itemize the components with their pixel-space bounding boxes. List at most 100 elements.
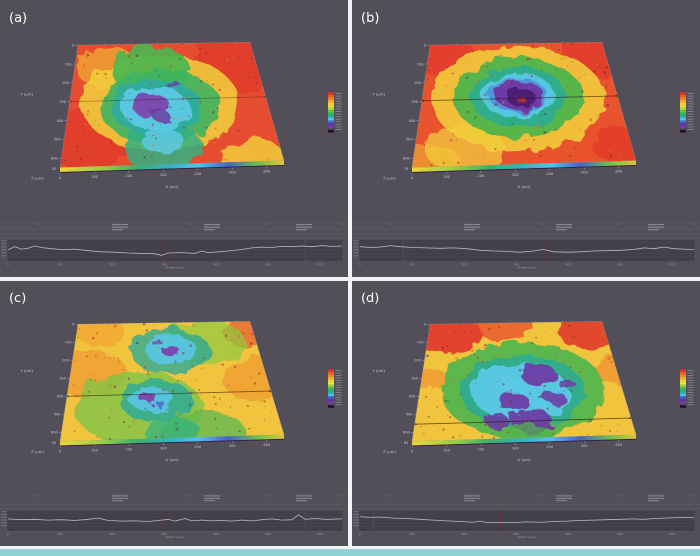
y-axis-title: Y (µm) — [20, 369, 33, 373]
profile-x-tick-label: 200 — [461, 532, 467, 536]
x-axis-tick-label: 400 — [546, 445, 553, 449]
surface-profile-marker-line — [67, 390, 270, 397]
y-axis-tick-label: 0 — [72, 43, 75, 47]
legend-tick-label-placeholder — [335, 121, 342, 123]
legend-color-band — [680, 393, 686, 397]
legend-tick-label-placeholder — [335, 397, 342, 398]
profile-x-tick-label: 0 — [359, 263, 361, 267]
y-axis-title: Y (µm) — [20, 91, 33, 96]
profile-x-tick-label: 400 — [565, 532, 571, 536]
x-axis-tick-label: 600 — [263, 170, 271, 174]
profile-header-text-placeholder — [296, 495, 312, 497]
profile-header-text-placeholder — [204, 497, 220, 499]
profile-header-text-placeholder — [112, 500, 123, 502]
color-scale-legend — [328, 92, 342, 133]
y-axis-tick-label: 600 — [403, 156, 411, 160]
surface-profile-marker-line — [422, 95, 617, 102]
legend-color-band — [328, 396, 334, 399]
profile-x-tick-label: 500 — [617, 263, 623, 267]
legend-color-band — [328, 97, 334, 101]
profile-y-label-placeholder — [1, 249, 6, 251]
profile-y-label-placeholder — [353, 525, 358, 527]
profile-chart-area — [6, 509, 344, 532]
profile-y-label-placeholder — [1, 519, 6, 521]
legend-tick-label-placeholder — [335, 399, 342, 401]
panel-label: (d) — [361, 291, 379, 306]
y-axis-tick-label: 600 — [51, 431, 58, 435]
legend-color-band — [680, 386, 686, 389]
legend-color-band — [680, 107, 686, 111]
x-axis-tick-label: 200 — [477, 447, 484, 451]
profile-y-label-placeholder — [1, 510, 6, 512]
profile-header-text-placeholder — [296, 229, 307, 231]
y-axis-tick-label: 300 — [59, 377, 66, 381]
x-axis-tick-label: 600 — [615, 170, 623, 174]
profile-x-axis-label: Distance (µm) — [166, 266, 185, 270]
profile-header-text-placeholder — [296, 497, 312, 499]
surface-side-face — [60, 160, 284, 173]
z-axis-title: Z (µm) — [31, 176, 44, 181]
profile-y-label-placeholder — [1, 240, 6, 242]
legend-color-band — [680, 102, 686, 106]
x-axis-tick-label: 0 — [59, 449, 61, 453]
x-axis-tick-label: 500 — [581, 444, 588, 448]
profile-header-text-placeholder — [464, 224, 480, 226]
profile-y-label-placeholder — [1, 522, 6, 524]
x-axis-tick-label: 300 — [160, 173, 168, 177]
legend-tick-label-placeholder — [687, 128, 694, 130]
legend-tick-label-placeholder — [335, 123, 342, 125]
y-axis-tick-label: 300 — [59, 100, 67, 104]
legend-color-band — [328, 115, 334, 118]
legend-tick-label-placeholder — [687, 384, 694, 386]
profile-y-label-placeholder — [1, 246, 6, 248]
legend-tick-label-placeholder — [687, 392, 694, 394]
profile-header-text-placeholder — [648, 224, 664, 226]
legend-color-band — [680, 110, 686, 113]
surface-profile-marker-line — [70, 96, 265, 103]
profile-x-tick-label: 300 — [513, 263, 519, 267]
z-axis-base-value: 45 — [52, 167, 57, 171]
profile-header-text-placeholder — [556, 226, 572, 228]
profile-y-label-placeholder — [353, 246, 358, 248]
legend-tick-label-placeholder — [335, 103, 342, 105]
panel-b-plot: (b) 0 100 200 300 400 500 600 75 Y (µm) 0 100 200 300… — [352, 11, 700, 270]
profile-header-text-placeholder — [464, 497, 480, 499]
legend-color-band — [328, 125, 334, 129]
profile-x-tick-label: 300 — [161, 532, 167, 536]
profile-header-text-placeholder — [204, 229, 215, 231]
profile-x-tick-label: 300 — [513, 532, 519, 536]
legend-color-band — [328, 391, 334, 394]
profile-x-tick-label: 600 — [317, 263, 323, 267]
legend-color-band — [328, 120, 334, 124]
legend-tick-label-placeholder — [335, 387, 342, 389]
profile-header-text-placeholder — [556, 495, 572, 497]
legend-color-band — [680, 388, 686, 392]
x-axis-tick-label: 100 — [91, 448, 98, 452]
panel-d: (d) 0 100 200 300 400 500 600 65 Y (µm) 0 100 200 300… — [352, 281, 700, 546]
profile-x-tick-label: 500 — [265, 263, 271, 267]
profile-y-label-placeholder — [353, 243, 358, 245]
legend-color-band — [328, 107, 334, 111]
x-axis-tick-label: 300 — [512, 446, 519, 450]
panel-c: (c) 0 100 200 300 400 500 600 55 Y (µm) 0 100 200 300… — [0, 281, 348, 546]
profile-header-text-placeholder — [204, 226, 220, 228]
legend-tick-label-placeholder — [687, 121, 694, 123]
legend-tick-label-placeholder — [335, 116, 342, 118]
legend-tick-label-placeholder — [335, 384, 342, 386]
profile-y-label-placeholder — [1, 516, 6, 518]
legend-color-band — [328, 388, 334, 392]
profile-header-text-placeholder — [648, 500, 659, 502]
profile-x-tick-label: 100 — [57, 532, 63, 536]
legend-color-band — [328, 105, 334, 108]
legend-tick-label-placeholder — [335, 128, 342, 130]
legend-color-band — [328, 123, 334, 126]
profile-trace-line — [7, 245, 343, 256]
panel-d-plot: (d) 0 100 200 300 400 500 600 65 Y (µm) 0 100 200 300… — [352, 291, 700, 539]
profile-header-text-placeholder — [556, 224, 572, 226]
y-axis-tick-label: 600 — [403, 431, 410, 435]
profile-x-tick-label: 200 — [461, 263, 467, 267]
y-axis-tick-label: 100 — [65, 62, 73, 66]
legend-color-band — [328, 110, 334, 113]
profile-trace-line — [7, 514, 343, 522]
legend-tick-label-placeholder — [687, 370, 694, 371]
